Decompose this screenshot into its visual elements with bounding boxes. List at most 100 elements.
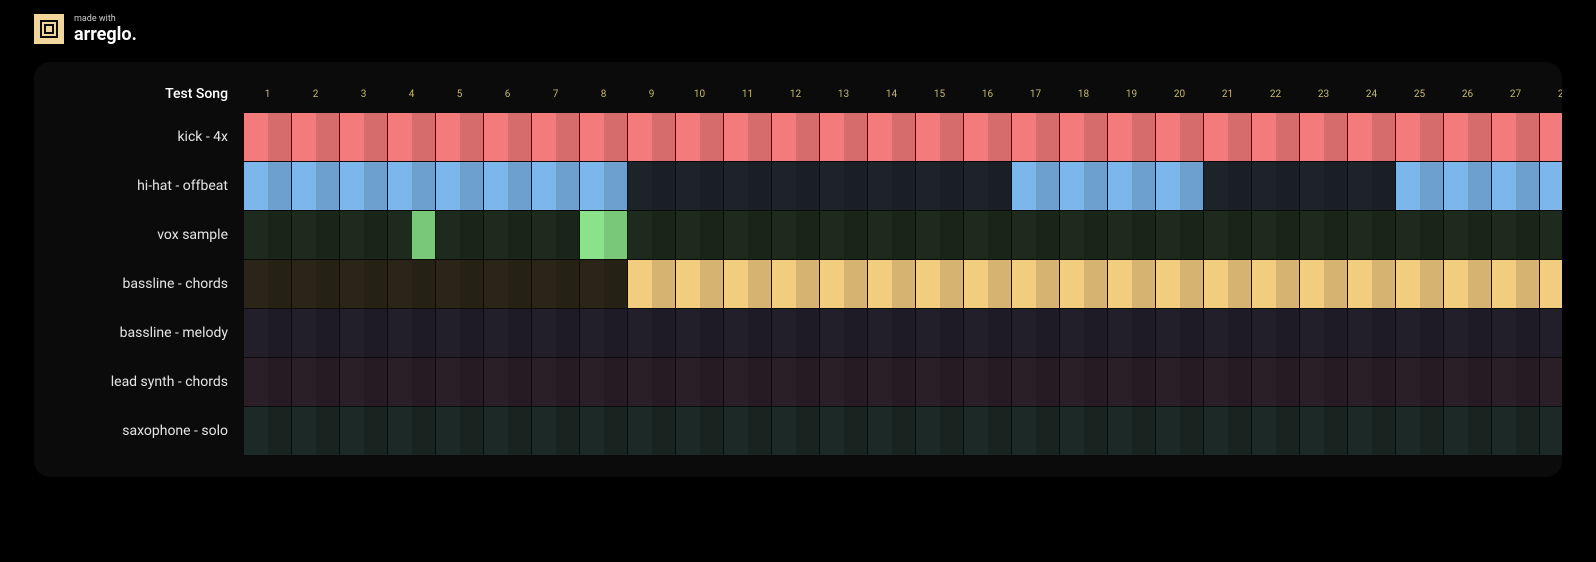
sequencer-cell[interactable]: [868, 407, 915, 455]
sequencer-cell[interactable]: [580, 358, 627, 406]
sequencer-cell[interactable]: [1012, 162, 1059, 210]
sequencer-cell[interactable]: [916, 162, 963, 210]
sequencer-cell[interactable]: [1492, 113, 1539, 161]
sequencer-cell[interactable]: [1156, 211, 1203, 259]
sequencer-cell[interactable]: [772, 162, 819, 210]
sequencer-cell[interactable]: [484, 260, 531, 308]
sequencer-cell[interactable]: [1396, 309, 1443, 357]
sequencer-cell[interactable]: [964, 113, 1011, 161]
sequencer-cell[interactable]: [532, 309, 579, 357]
sequencer-cell[interactable]: [724, 407, 771, 455]
sequencer-cell[interactable]: [244, 162, 291, 210]
sequencer-cell[interactable]: [244, 113, 291, 161]
sequencer-cell[interactable]: [772, 113, 819, 161]
sequencer-cell[interactable]: [1348, 309, 1395, 357]
sequencer-cell[interactable]: [628, 113, 675, 161]
sequencer-cell[interactable]: [436, 407, 483, 455]
sequencer-cell[interactable]: [1300, 260, 1347, 308]
sequencer-cell[interactable]: [1300, 407, 1347, 455]
sequencer-cell[interactable]: [772, 211, 819, 259]
sequencer-cell[interactable]: [724, 260, 771, 308]
sequencer-cell[interactable]: [1492, 260, 1539, 308]
sequencer-cell[interactable]: [580, 113, 627, 161]
sequencer-cell[interactable]: [628, 162, 675, 210]
sequencer-cell[interactable]: [484, 211, 531, 259]
sequencer-cell[interactable]: [340, 309, 387, 357]
sequencer-cell[interactable]: [1108, 162, 1155, 210]
sequencer-cell[interactable]: [244, 260, 291, 308]
sequencer-cell[interactable]: [388, 407, 435, 455]
sequencer-cell[interactable]: [676, 309, 723, 357]
sequencer-cell[interactable]: [964, 358, 1011, 406]
sequencer-cell[interactable]: [532, 113, 579, 161]
sequencer-cell[interactable]: [820, 162, 867, 210]
sequencer-cell[interactable]: [1396, 162, 1443, 210]
sequencer-cell[interactable]: [436, 113, 483, 161]
sequencer-cell[interactable]: [436, 309, 483, 357]
sequencer-cell[interactable]: [820, 211, 867, 259]
sequencer-cell[interactable]: [340, 260, 387, 308]
sequencer-cell[interactable]: [916, 407, 963, 455]
sequencer-cell[interactable]: [1540, 309, 1562, 357]
sequencer-cell[interactable]: [676, 407, 723, 455]
sequencer-cell[interactable]: [1348, 211, 1395, 259]
sequencer-cell[interactable]: [676, 211, 723, 259]
sequencer-cell[interactable]: [1156, 407, 1203, 455]
sequencer-cell[interactable]: [436, 260, 483, 308]
sequencer-cell[interactable]: [868, 358, 915, 406]
sequencer-cell[interactable]: [340, 358, 387, 406]
sequencer-cell[interactable]: [1204, 407, 1251, 455]
sequencer-cell[interactable]: [1204, 358, 1251, 406]
sequencer-cell[interactable]: [1204, 113, 1251, 161]
sequencer-cell[interactable]: [1012, 113, 1059, 161]
sequencer-cell[interactable]: [916, 113, 963, 161]
sequencer-cell[interactable]: [916, 211, 963, 259]
sequencer-cell[interactable]: [532, 211, 579, 259]
sequencer-cell[interactable]: [1492, 407, 1539, 455]
sequencer-cell[interactable]: [1540, 260, 1562, 308]
sequencer-cell[interactable]: [1300, 211, 1347, 259]
sequencer-cell[interactable]: [676, 260, 723, 308]
sequencer-cell[interactable]: [1012, 358, 1059, 406]
sequencer-cell[interactable]: [1444, 162, 1491, 210]
sequencer-cell[interactable]: [1204, 309, 1251, 357]
sequencer-cell[interactable]: [388, 358, 435, 406]
sequencer-cell[interactable]: [1108, 113, 1155, 161]
sequencer-cell[interactable]: [1252, 407, 1299, 455]
sequencer-cell[interactable]: [388, 309, 435, 357]
sequencer-cell[interactable]: [772, 309, 819, 357]
sequencer-cell[interactable]: [340, 162, 387, 210]
sequencer-cell[interactable]: [1012, 260, 1059, 308]
sequencer-cell[interactable]: [820, 113, 867, 161]
sequencer-cell[interactable]: [1540, 358, 1562, 406]
sequencer-cell[interactable]: [964, 211, 1011, 259]
sequencer-cell[interactable]: [292, 162, 339, 210]
sequencer-cell[interactable]: [724, 162, 771, 210]
sequencer-cell[interactable]: [484, 162, 531, 210]
sequencer-cell[interactable]: [1348, 407, 1395, 455]
sequencer-cell[interactable]: [436, 358, 483, 406]
sequencer-cell[interactable]: [484, 309, 531, 357]
sequencer-cell[interactable]: [1300, 358, 1347, 406]
sequencer-cell[interactable]: [964, 162, 1011, 210]
sequencer-cell[interactable]: [1060, 309, 1107, 357]
sequencer-cell[interactable]: [868, 211, 915, 259]
sequencer-cell[interactable]: [292, 407, 339, 455]
sequencer-cell[interactable]: [1108, 309, 1155, 357]
sequencer-cell[interactable]: [1396, 358, 1443, 406]
sequencer-cell[interactable]: [1252, 211, 1299, 259]
sequencer-cell[interactable]: [1060, 113, 1107, 161]
sequencer-cell[interactable]: [1156, 309, 1203, 357]
sequencer-cell[interactable]: [1012, 407, 1059, 455]
sequencer-cell[interactable]: [292, 358, 339, 406]
sequencer-cell[interactable]: [1108, 211, 1155, 259]
sequencer-cell[interactable]: [868, 309, 915, 357]
sequencer-cell[interactable]: [340, 211, 387, 259]
sequencer-cell[interactable]: [532, 260, 579, 308]
sequencer-cell[interactable]: [724, 113, 771, 161]
sequencer-cell[interactable]: [388, 211, 435, 259]
sequencer-cell[interactable]: [628, 407, 675, 455]
sequencer-cell[interactable]: [436, 211, 483, 259]
sequencer-cell[interactable]: [1156, 260, 1203, 308]
sequencer-cell[interactable]: [388, 260, 435, 308]
